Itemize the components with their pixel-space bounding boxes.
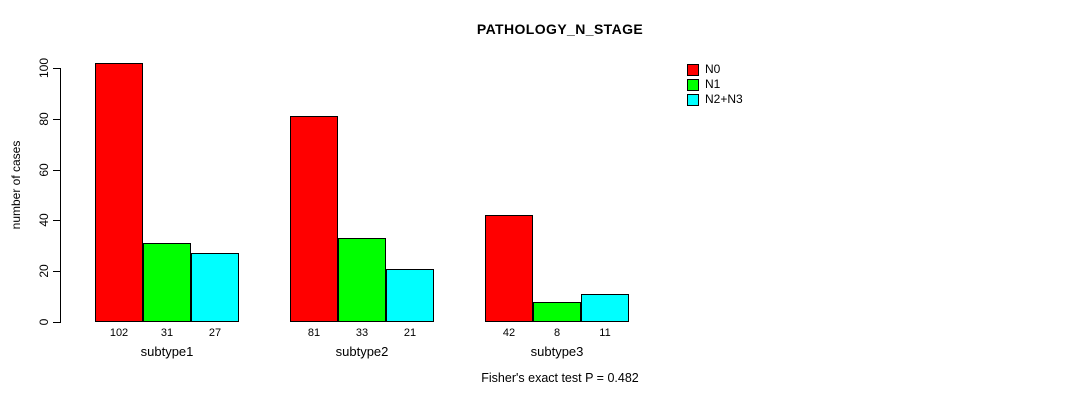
y-axis-line <box>60 68 61 323</box>
bar-N1-subtype2 <box>338 238 386 322</box>
y-axis-label: number of cases <box>9 140 23 230</box>
x-category-label: subtype3 <box>530 344 584 359</box>
legend-swatch-icon <box>687 78 699 91</box>
legend-item-N1: N1 <box>687 77 743 92</box>
fisher-test-note: Fisher's exact test P = 0.482 <box>481 371 639 385</box>
legend-swatch-icon <box>687 63 699 76</box>
bar-value-label: 21 <box>403 327 417 339</box>
legend-item-N2+N3: N2+N3 <box>687 92 743 107</box>
x-category-label: subtype1 <box>140 344 194 359</box>
bar-value-label: 33 <box>355 327 369 339</box>
y-tick-mark <box>53 322 60 323</box>
bar-N0-subtype1 <box>95 62 143 322</box>
bar-value-label: 31 <box>160 327 174 339</box>
bar-value-label: 102 <box>109 327 129 339</box>
bar-value-label: 81 <box>307 327 321 339</box>
bar-N2+N3-subtype1 <box>191 253 239 322</box>
legend-label: N0 <box>705 62 721 76</box>
y-tick-label: 60 <box>37 162 51 177</box>
y-tick-mark <box>53 118 60 120</box>
legend-label: N2+N3 <box>705 92 743 106</box>
bar-N0-subtype2 <box>290 116 338 322</box>
y-tick-mark <box>53 68 60 69</box>
bar-N2+N3-subtype2 <box>386 268 434 322</box>
bar-N1-subtype3 <box>533 301 581 322</box>
y-tick-label: 40 <box>37 213 51 228</box>
y-tick-label: 100 <box>37 57 51 79</box>
bar-N2+N3-subtype3 <box>581 294 629 322</box>
chart-title: PATHOLOGY_N_STAGE <box>476 21 644 37</box>
legend-swatch-icon <box>687 93 699 106</box>
bar-N1-subtype1 <box>143 243 191 322</box>
bar-N0-subtype3 <box>485 215 533 322</box>
y-tick-label: 80 <box>37 112 51 126</box>
bar-value-label: 8 <box>553 327 561 339</box>
y-tick-label: 0 <box>37 318 51 326</box>
legend-item-N0: N0 <box>687 62 743 77</box>
legend: N0 N1 N2+N3 <box>687 62 743 107</box>
x-category-label: subtype2 <box>335 344 389 359</box>
bar-value-label: 11 <box>599 327 611 339</box>
legend-label: N1 <box>705 77 721 91</box>
bar-value-label: 27 <box>208 327 222 339</box>
y-tick-label: 20 <box>37 264 51 278</box>
y-tick-mark <box>53 271 60 273</box>
y-tick-mark <box>53 169 60 171</box>
bar-value-label: 42 <box>502 327 516 339</box>
y-tick-mark <box>53 220 60 222</box>
